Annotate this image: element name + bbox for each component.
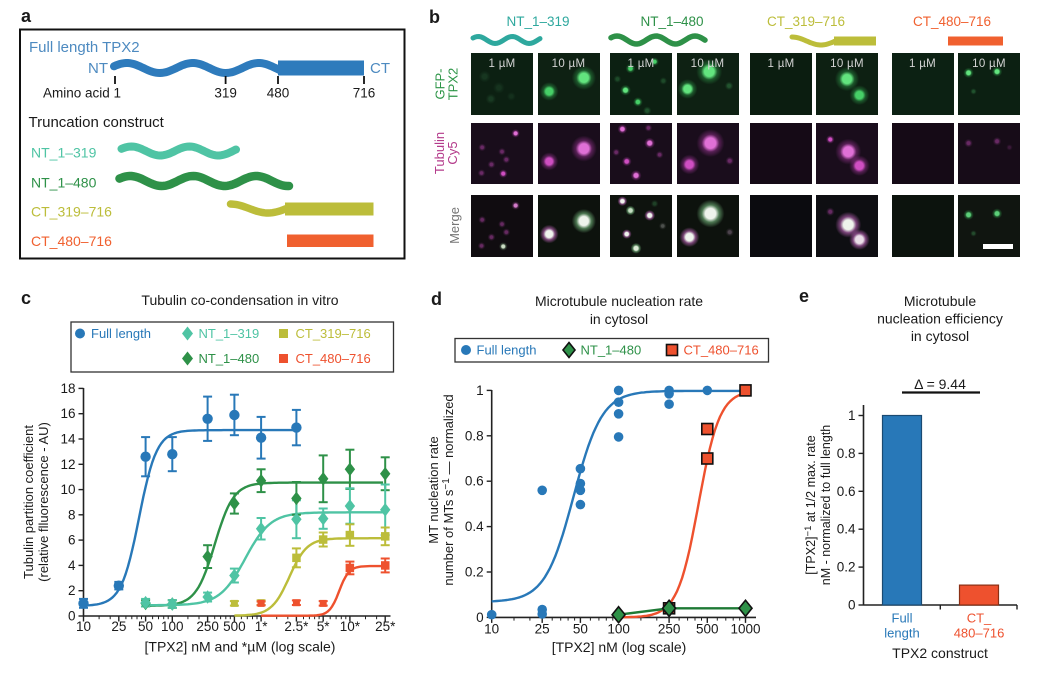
svg-text:480–716: 480–716 (954, 626, 1005, 641)
svg-text:0.4: 0.4 (837, 522, 856, 537)
svg-text:number of MTs s−1 — normalized: number of MTs s−1 — normalized (441, 394, 456, 585)
svg-text:Tubulin co-condensation in vit: Tubulin co-condensation in vitro (141, 292, 338, 308)
svg-text:18: 18 (60, 381, 75, 396)
svg-text:12: 12 (60, 457, 75, 472)
svg-text:1 µM: 1 µM (489, 58, 516, 70)
svg-text:500: 500 (223, 619, 246, 634)
svg-text:0: 0 (848, 598, 856, 613)
svg-text:d: d (431, 289, 442, 309)
svg-text:NT: NT (88, 60, 108, 77)
svg-text:1 µM: 1 µM (628, 58, 655, 70)
svg-text:100: 100 (161, 619, 184, 634)
svg-text:Tubulin partition coefficient: Tubulin partition coefficient (21, 425, 36, 579)
svg-text:0.8: 0.8 (465, 428, 484, 443)
svg-text:CT_319–716: CT_319–716 (296, 326, 371, 341)
svg-text:50: 50 (573, 621, 588, 636)
svg-text:16: 16 (60, 406, 75, 421)
svg-text:a: a (21, 6, 32, 26)
svg-text:CT_480–716: CT_480–716 (684, 343, 759, 358)
svg-text:(relative flluorescence - AU): (relative flluorescence - AU) (36, 422, 51, 582)
svg-text:319: 319 (214, 86, 237, 101)
svg-text:14: 14 (60, 431, 76, 446)
svg-text:1000: 1000 (730, 621, 760, 636)
svg-text:0: 0 (476, 610, 484, 625)
svg-text:Truncation construct: Truncation construct (29, 114, 165, 131)
svg-text:CT: CT (370, 60, 390, 77)
svg-text:10 µM: 10 µM (691, 58, 725, 70)
svg-text:0.4: 0.4 (465, 519, 484, 534)
svg-text:50: 50 (138, 619, 153, 634)
svg-text:CT_: CT_ (967, 611, 992, 626)
svg-text:6: 6 (68, 533, 76, 548)
svg-text:CT_480–716: CT_480–716 (913, 14, 991, 29)
svg-text:1: 1 (848, 408, 856, 423)
svg-text:CT_319–716: CT_319–716 (767, 14, 845, 29)
svg-text:10: 10 (484, 621, 499, 636)
svg-text:NT_1–319: NT_1–319 (199, 326, 260, 341)
svg-text:10: 10 (60, 482, 75, 497)
svg-text:0.8: 0.8 (837, 446, 856, 461)
svg-text:0.6: 0.6 (465, 474, 484, 489)
svg-text:Amino acid 1: Amino acid 1 (43, 86, 121, 101)
svg-text:CT_480–716: CT_480–716 (296, 351, 371, 366)
svg-text:[TPX2]−1 at 1/2 max. rate: [TPX2]−1 at 1/2 max. rate (803, 435, 818, 574)
svg-text:Full length: Full length (477, 343, 537, 358)
svg-text:[TPX2] nM (log scale): [TPX2] nM (log scale) (552, 639, 687, 655)
svg-text:8: 8 (68, 507, 76, 522)
svg-text:2: 2 (68, 583, 76, 598)
svg-text:Full: Full (892, 611, 913, 626)
svg-text:MT nucleation rate: MT nucleation rate (426, 436, 441, 543)
svg-text:NT_1–480: NT_1–480 (31, 175, 97, 191)
svg-text:500: 500 (696, 621, 719, 636)
svg-text:10*: 10* (340, 619, 361, 634)
svg-text:10 µM: 10 µM (830, 58, 864, 70)
svg-text:nucleation efficiency: nucleation efficiency (877, 311, 1003, 327)
svg-text:100: 100 (607, 621, 630, 636)
svg-text:c: c (21, 288, 31, 308)
svg-text:1*: 1* (255, 619, 269, 634)
svg-text:[TPX2] nM and *µM (log scale): [TPX2] nM and *µM (log scale) (145, 639, 336, 655)
svg-text:10 µM: 10 µM (972, 58, 1006, 70)
svg-text:25: 25 (535, 621, 550, 636)
svg-text:Microtubule: Microtubule (904, 293, 977, 309)
svg-text:1: 1 (476, 383, 484, 398)
svg-text:NT_1–319: NT_1–319 (31, 145, 97, 161)
svg-text:in cytosol: in cytosol (911, 328, 969, 344)
svg-text:25: 25 (111, 619, 126, 634)
svg-text:nM - normalized to full length: nM - normalized to full length (819, 425, 833, 586)
svg-text:b: b (429, 7, 440, 27)
svg-text:0.6: 0.6 (837, 484, 856, 499)
svg-text:0.2: 0.2 (465, 565, 484, 580)
svg-text:Full length: Full length (91, 326, 151, 341)
svg-text:1 µM: 1 µM (909, 58, 936, 70)
svg-text:CT_319–716: CT_319–716 (31, 204, 112, 220)
svg-text:in cytosol: in cytosol (590, 311, 648, 327)
svg-text:TPX2 construct: TPX2 construct (892, 645, 988, 661)
svg-text:length: length (884, 626, 919, 641)
svg-text:10 µM: 10 µM (552, 58, 586, 70)
svg-text:NT_1–319: NT_1–319 (506, 14, 569, 29)
svg-text:Microtubule nucleation rate: Microtubule nucleation rate (535, 293, 703, 309)
svg-text:NT_1–480: NT_1–480 (199, 351, 260, 366)
svg-text:250: 250 (196, 619, 219, 634)
svg-text:NT_1–480: NT_1–480 (581, 343, 642, 358)
svg-text:Full length TPX2: Full length TPX2 (29, 39, 140, 56)
svg-text:716: 716 (353, 86, 376, 101)
svg-text:NT_1–480: NT_1–480 (640, 14, 703, 29)
svg-text:2.5*: 2.5* (284, 619, 309, 634)
svg-text:1 µM: 1 µM (768, 58, 795, 70)
svg-text:5*: 5* (317, 619, 331, 634)
svg-text:480: 480 (267, 86, 290, 101)
svg-text:250: 250 (658, 621, 681, 636)
svg-text:0: 0 (68, 609, 76, 624)
svg-text:CT_480–716: CT_480–716 (31, 233, 112, 249)
svg-text:e: e (799, 286, 809, 306)
svg-text:10: 10 (76, 619, 91, 634)
svg-text:0.2: 0.2 (837, 560, 856, 575)
svg-text:25*: 25* (375, 619, 396, 634)
svg-text:Δ = 9.44: Δ = 9.44 (914, 376, 966, 392)
svg-text:4: 4 (68, 558, 76, 573)
